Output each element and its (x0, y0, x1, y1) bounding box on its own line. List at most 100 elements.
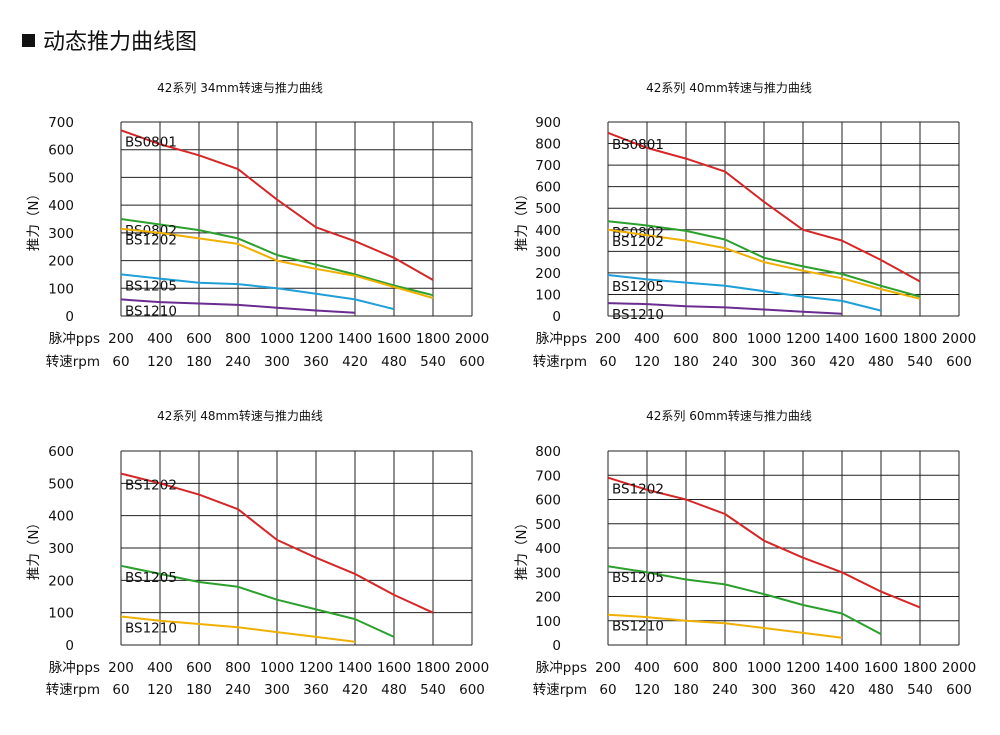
y-tick-label: 100 (535, 287, 561, 303)
y-tick-label: 300 (535, 565, 561, 581)
page-title: 动态推力曲线图 (22, 24, 197, 56)
y-axis-label: 推力（N） (514, 516, 530, 580)
series-label: BS1202 (125, 233, 177, 249)
series-label: BS0801 (612, 137, 664, 153)
chart-title: 42系列 40mm转速与推力曲线 (646, 80, 812, 95)
x-tick-rpm: 420 (829, 682, 855, 698)
x-tick-pps: 1000 (260, 660, 294, 676)
x-tick-pps: 2000 (942, 331, 976, 347)
x-tick-rpm: 60 (112, 354, 129, 370)
x-tick-rpm: 540 (420, 354, 446, 370)
chart-34mm: 42系列 34mm转速与推力曲线 0 100 200 300 400 500 600 700 推力… (26, 80, 489, 370)
x-tick-rpm: 600 (946, 682, 972, 698)
x-tick-pps: 600 (673, 660, 699, 676)
series-label: BS1205 (612, 570, 664, 586)
y-tick-label: 300 (48, 226, 74, 242)
series-line-bs0801 (607, 131, 921, 283)
x-tick-rpm: 300 (264, 682, 290, 698)
x-tick-pps: 2000 (455, 331, 489, 347)
x-tick-rpm: 360 (303, 682, 329, 698)
x-tick-pps: 1400 (338, 660, 372, 676)
series-line-bs1205 (607, 274, 882, 312)
series-line-bs1202 (607, 228, 921, 300)
series-label: BS1205 (125, 570, 177, 586)
series-label: BS1210 (612, 307, 664, 323)
series-line-bs1202 (120, 472, 434, 614)
x-tick-pps: 1800 (416, 331, 450, 347)
x-tick-pps: 1800 (903, 660, 937, 676)
series-line-bs1210 (120, 298, 356, 314)
y-tick-label: 400 (48, 509, 74, 525)
y-tick-label: 100 (535, 614, 561, 630)
y-tick-label: 0 (65, 638, 74, 654)
x-tick-rpm: 480 (868, 682, 894, 698)
series-label: BS1202 (125, 478, 177, 494)
series-line-bs1210 (120, 615, 356, 643)
chart-title: 42系列 34mm转速与推力曲线 (157, 80, 323, 95)
y-axis-label: 推力（N） (26, 516, 42, 580)
y-tick-label: 400 (48, 198, 74, 214)
x-tick-pps: 1400 (338, 331, 372, 347)
series-line-bs1210 (607, 613, 843, 639)
y-tick-label: 600 (48, 444, 74, 460)
y-tick-label: 500 (48, 170, 74, 186)
x-tick-rpm: 480 (381, 682, 407, 698)
y-tick-label: 600 (535, 493, 561, 509)
x-row2-label: 转速rpm (533, 682, 587, 698)
x-tick-rpm: 240 (225, 354, 251, 370)
series-label: BS1205 (125, 278, 177, 294)
series-line-bs1205 (120, 564, 395, 638)
x-tick-pps: 1200 (299, 331, 333, 347)
x-tick-rpm: 360 (790, 682, 816, 698)
series-line-bs1202 (607, 476, 921, 609)
x-row2-label: 转速rpm (46, 354, 100, 370)
y-tick-label: 200 (535, 590, 561, 606)
y-tick-label: 500 (535, 201, 561, 217)
y-tick-label: 300 (48, 541, 74, 557)
y-tick-label: 600 (535, 180, 561, 196)
y-tick-label: 800 (535, 137, 561, 153)
x-tick-rpm: 540 (420, 682, 446, 698)
x-tick-pps: 1600 (377, 331, 411, 347)
x-tick-pps: 800 (225, 660, 251, 676)
x-tick-rpm: 120 (147, 354, 173, 370)
series-label: BS1205 (612, 279, 664, 295)
x-tick-pps: 200 (108, 331, 134, 347)
x-tick-pps: 400 (147, 660, 173, 676)
x-row2-label: 转速rpm (46, 682, 100, 698)
y-tick-label: 100 (48, 606, 74, 622)
series-label: BS1210 (612, 619, 664, 635)
x-tick-rpm: 180 (186, 354, 212, 370)
x-tick-pps: 1000 (260, 331, 294, 347)
x-tick-rpm: 480 (381, 354, 407, 370)
x-tick-pps: 1000 (747, 331, 781, 347)
x-tick-rpm: 120 (634, 682, 660, 698)
x-tick-rpm: 480 (868, 354, 894, 370)
x-tick-pps: 800 (712, 331, 738, 347)
page-title-text: 动态推力曲线图 (43, 30, 198, 55)
x-row1-label: 脉冲pps (536, 660, 587, 676)
x-tick-rpm: 600 (946, 354, 972, 370)
chart-title: 42系列 48mm转速与推力曲线 (157, 408, 323, 423)
x-tick-rpm: 120 (147, 682, 173, 698)
x-tick-rpm: 240 (712, 682, 738, 698)
series-line-bs1210 (607, 302, 843, 315)
x-tick-rpm: 360 (303, 354, 329, 370)
y-tick-label: 400 (535, 223, 561, 239)
y-tick-label: 200 (48, 254, 74, 270)
x-tick-pps: 200 (595, 331, 621, 347)
y-tick-label: 0 (552, 638, 561, 654)
x-tick-rpm: 360 (790, 354, 816, 370)
x-tick-rpm: 420 (829, 354, 855, 370)
x-row1-label: 脉冲pps (536, 331, 587, 347)
y-tick-label: 600 (48, 143, 74, 159)
y-tick-label: 500 (48, 476, 74, 492)
x-tick-pps: 1400 (825, 331, 859, 347)
series-line-bs0801 (120, 129, 434, 281)
x-tick-pps: 1600 (377, 660, 411, 676)
series-label: BS1210 (125, 621, 177, 637)
y-tick-label: 100 (48, 281, 74, 297)
y-tick-label: 700 (535, 158, 561, 174)
x-tick-rpm: 60 (599, 682, 616, 698)
x-tick-rpm: 180 (186, 682, 212, 698)
